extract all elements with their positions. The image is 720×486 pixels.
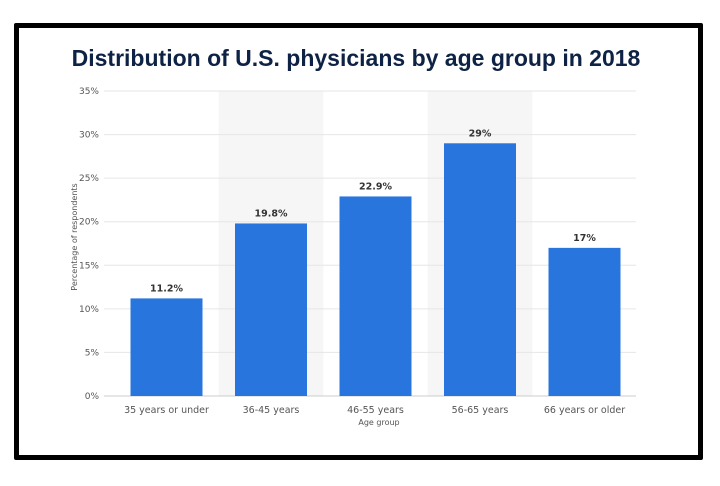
data-label: 29%: [469, 128, 492, 139]
x-axis-title: Age group: [358, 418, 399, 427]
x-category-label: 46-55 years: [347, 405, 404, 416]
x-category-label: 35 years or under: [124, 405, 209, 416]
chart-title: Distribution of U.S. physicians by age g…: [71, 45, 641, 71]
y-tick-label: 35%: [79, 87, 99, 97]
bar: [235, 223, 307, 396]
data-label: 22.9%: [359, 181, 392, 192]
x-category-label: 56-65 years: [452, 405, 509, 416]
data-label: 11.2%: [150, 283, 183, 294]
y-axis-title: Percentage of respondents: [70, 183, 79, 290]
y-tick-label: 5%: [85, 348, 100, 358]
y-tick-label: 15%: [79, 261, 99, 271]
x-category-label: 36-45 years: [243, 405, 300, 416]
bar-chart: 0% 5% 10% 15% 20% 25% 30% 35% 11.2% 19.8% 22.9% 29…: [70, 87, 636, 427]
y-tick-label: 25%: [79, 174, 99, 184]
data-labels: 11.2% 19.8% 22.9% 29% 17%: [150, 128, 596, 294]
bar: [444, 143, 516, 396]
x-axis-categories: 35 years or under 36-45 years 46-55 years 5…: [124, 405, 625, 416]
data-label: 17%: [573, 233, 596, 244]
x-category-label: 66 years or older: [544, 405, 625, 416]
bar: [548, 247, 621, 396]
data-label: 19.8%: [255, 208, 288, 219]
y-axis-ticks: 0% 5% 10% 15% 20% 25% 30% 35%: [79, 87, 99, 402]
y-tick-label: 0%: [85, 392, 100, 402]
y-tick-label: 30%: [79, 131, 99, 141]
bar: [339, 196, 412, 396]
y-tick-label: 10%: [79, 305, 99, 315]
chart-frame: Distribution of U.S. physicians by age g…: [14, 23, 703, 460]
y-tick-label: 20%: [79, 218, 99, 228]
bar: [130, 298, 203, 396]
bars: [130, 143, 621, 396]
